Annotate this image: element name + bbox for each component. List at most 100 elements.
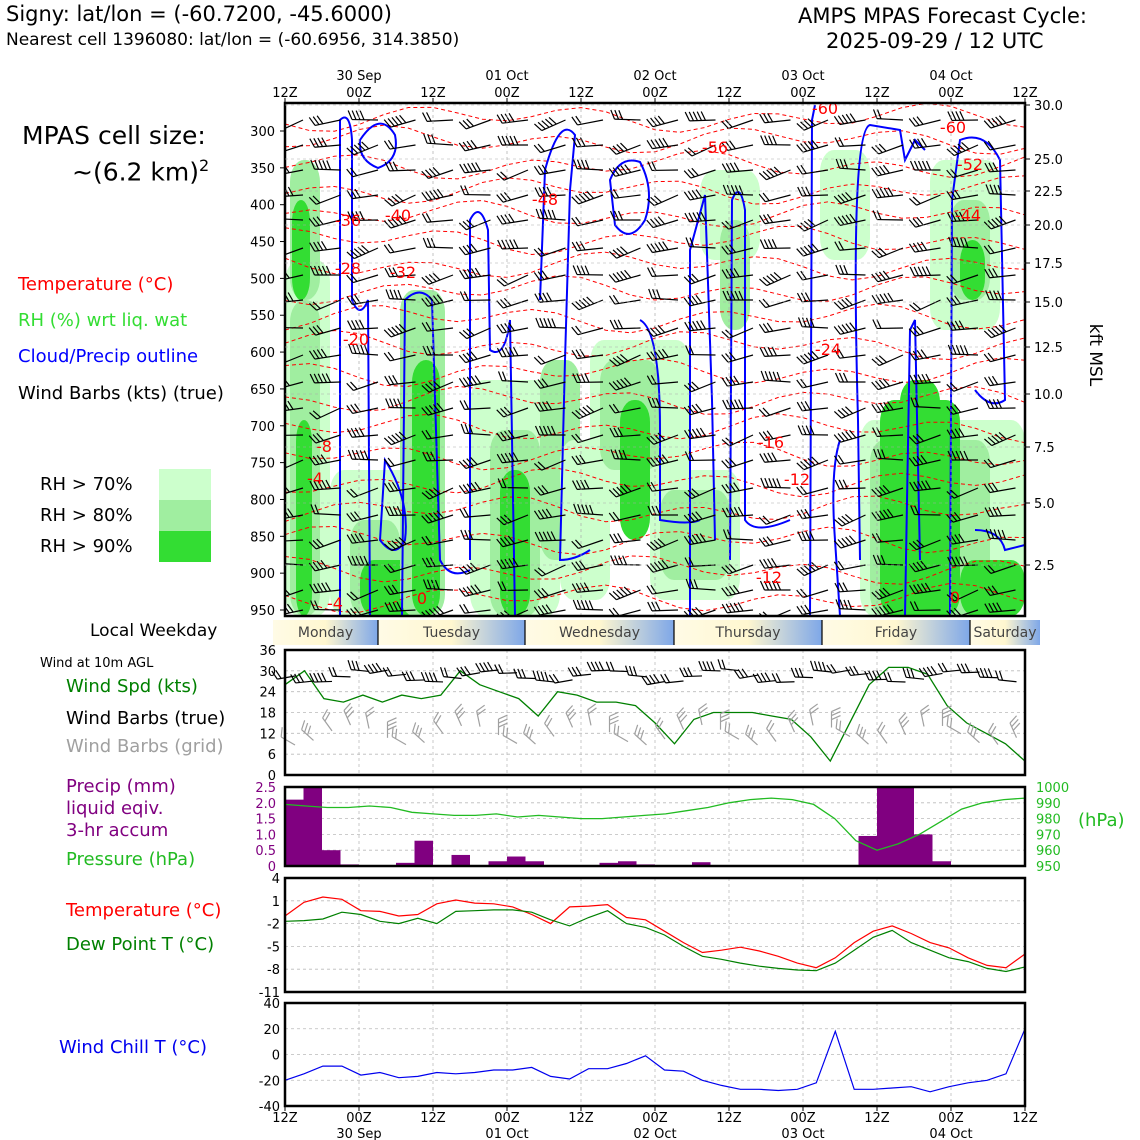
wind-barb — [285, 400, 304, 413]
wind-barb — [647, 397, 679, 409]
wind-barb — [984, 162, 1016, 173]
wind-barb — [684, 144, 716, 157]
wind-barb — [683, 167, 716, 179]
wind-barb — [534, 292, 566, 303]
wind-barb — [983, 482, 1016, 494]
wind-barb — [608, 269, 641, 283]
wind-barb-true — [809, 660, 832, 673]
wind-barb — [496, 169, 529, 181]
pressure-tick-label: 300 — [250, 125, 275, 140]
wind-barb — [285, 142, 304, 154]
wind-barb — [946, 168, 979, 179]
precip-ytick-label: 1.0 — [255, 828, 276, 843]
top-hour-label: 12Z — [716, 86, 742, 101]
legend-windchill: Wind Chill T (°C) — [59, 1037, 207, 1058]
wind-barb — [909, 582, 941, 595]
rh-70-swatch — [159, 469, 211, 500]
wind-frame — [283, 648, 1027, 777]
wind-barb — [646, 432, 679, 445]
wind-barb — [833, 297, 866, 310]
wind-barb — [308, 194, 341, 205]
wind-barb — [571, 348, 604, 360]
wind-barb — [985, 184, 1016, 196]
kft-tick-label: 22.5 — [1034, 185, 1063, 200]
wind-barb — [835, 264, 866, 276]
weekday-label: Thursday — [714, 625, 780, 641]
wind-barb — [759, 239, 791, 250]
wind-barb-grid — [502, 725, 518, 744]
wind-barb — [534, 425, 566, 436]
temperature-label: -32 — [390, 263, 416, 282]
wind-barb — [308, 115, 341, 126]
wind-barb — [460, 423, 491, 436]
wind-barb — [946, 512, 979, 523]
wind-barb — [310, 600, 341, 611]
wind-barb — [684, 451, 716, 462]
wind-barb — [871, 354, 904, 367]
wind-barb — [285, 326, 304, 329]
wind-barb-grid — [856, 723, 869, 745]
precip-bar — [877, 787, 896, 866]
wind-barb — [533, 508, 566, 520]
wind-barb — [346, 167, 379, 178]
wind-barb — [458, 562, 491, 575]
bottom-hour-label: 12Z — [568, 1111, 594, 1126]
wind-barb-true — [826, 663, 851, 674]
wind-barb — [833, 454, 866, 465]
wind-barb — [459, 400, 491, 410]
wind-barb — [721, 244, 754, 255]
wind-ytick-label: 0 — [268, 769, 276, 784]
wind-barb — [308, 325, 341, 336]
wind-barb — [285, 554, 304, 566]
wind-barb-true — [883, 672, 906, 683]
wind-barb — [384, 506, 416, 517]
wind-barb — [459, 291, 491, 302]
wind-barb — [946, 274, 979, 285]
wind-barb — [758, 514, 791, 525]
wind-barb — [497, 478, 529, 489]
kft-tick-label: 2.5 — [1034, 559, 1055, 574]
temperature-label: -8 — [316, 437, 332, 456]
windchill-ytick-label: -20 — [259, 1074, 280, 1089]
precip-bar — [858, 835, 877, 866]
wind-barb-true — [771, 673, 795, 683]
wind-barb-true — [605, 661, 629, 673]
legend-wind-speed: Wind Spd (kts) — [66, 676, 198, 697]
forecast-title: AMPS MPAS Forecast Cycle: — [798, 4, 1087, 28]
wind-barb-grid — [724, 721, 740, 740]
wind-barb — [308, 348, 341, 360]
wind-barb-true — [918, 665, 943, 678]
wind-barb-grid — [898, 712, 910, 736]
rh-80-label: RH > 80% — [40, 505, 133, 526]
cross-section-plot: -60-60-56-52-48-44-40-36-32-28-24-20-16-… — [285, 99, 1025, 616]
wind-barb-true — [363, 662, 388, 674]
wind-barb — [833, 560, 866, 571]
wind-barb — [308, 432, 341, 444]
wind-barb — [383, 584, 416, 596]
precip-bar — [507, 856, 526, 866]
wind-barb — [685, 578, 716, 591]
cell-size-exponent: 2 — [199, 156, 210, 175]
wind-barb — [383, 215, 416, 229]
wind-barb — [797, 317, 829, 329]
wind-barb — [421, 166, 454, 180]
top-hour-label: 00Z — [346, 86, 372, 101]
wind-barb — [758, 430, 791, 441]
wind-barb — [796, 270, 829, 281]
wind-barb — [946, 320, 979, 331]
wind-barb — [534, 564, 566, 577]
wind-barb-grid — [454, 703, 466, 727]
temperature-label: 0 — [417, 589, 427, 608]
top-hour-label: 12Z — [1012, 86, 1038, 101]
wind-barb — [460, 185, 491, 196]
wind-barb — [346, 427, 379, 438]
wind-barb — [346, 403, 379, 414]
temperature-label: -60 — [812, 99, 838, 118]
wind-barb — [683, 294, 716, 307]
top-hour-label: 12Z — [864, 86, 890, 101]
wind-barb — [572, 373, 604, 384]
wind-barb — [835, 158, 866, 171]
wind-barb — [497, 135, 528, 146]
wind-barb — [309, 137, 341, 148]
wind-barb-true — [567, 666, 592, 677]
